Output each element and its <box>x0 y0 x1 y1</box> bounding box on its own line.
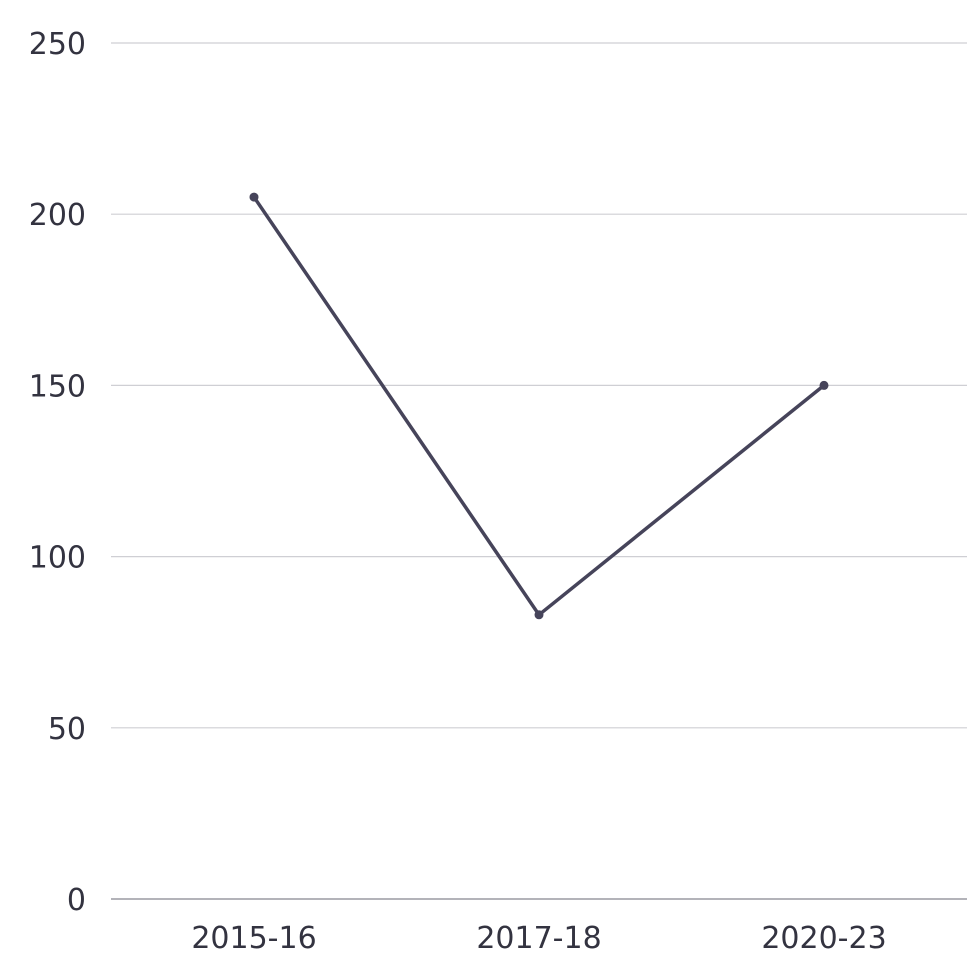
y-tick-label: 150 <box>29 369 86 404</box>
x-tick-label: 2020-23 <box>761 921 886 956</box>
x-axis-tick-labels: 2015-16 2017-18 2020-23 <box>191 921 886 956</box>
series-layer <box>249 192 829 620</box>
y-tick-label: 100 <box>29 541 86 576</box>
data-point <box>819 380 829 390</box>
gridlines <box>111 42 967 900</box>
y-axis-tick-labels: 0 50 100 150 200 250 <box>29 27 86 918</box>
data-point <box>534 610 544 620</box>
y-tick-label: 200 <box>29 198 86 233</box>
y-tick-label: 250 <box>29 27 86 62</box>
series-line <box>252 195 826 617</box>
x-tick-label: 2017-18 <box>476 921 601 956</box>
y-tick-label: 50 <box>48 712 86 747</box>
y-tick-label: 0 <box>67 883 86 918</box>
data-point <box>249 192 259 202</box>
x-tick-label: 2015-16 <box>191 921 316 956</box>
